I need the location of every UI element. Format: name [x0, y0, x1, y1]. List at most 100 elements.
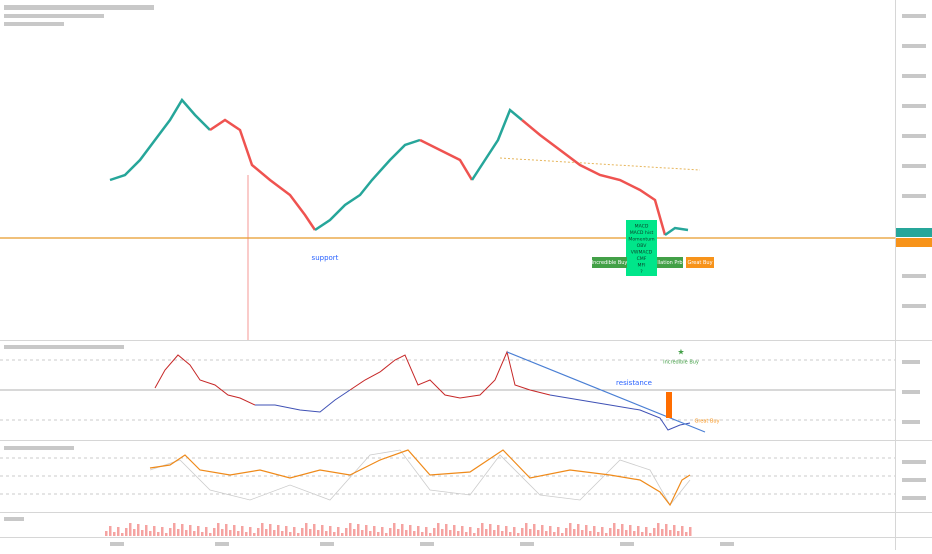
volume-bar: [473, 533, 476, 536]
volume-bar: [533, 524, 536, 536]
volume-bar: [461, 526, 464, 536]
volume-bar: [309, 529, 312, 536]
price-tag: [896, 238, 932, 247]
volume-bar: [557, 527, 560, 536]
volume-bar: [481, 523, 484, 536]
level: [499, 157, 701, 171]
volume-bar: [337, 527, 340, 536]
volume-bar: [353, 529, 356, 536]
volume-bar: [197, 526, 200, 536]
star: ★: [677, 348, 684, 357]
signal-box-line: CMF: [637, 256, 647, 262]
volume-bar: [161, 527, 164, 536]
volume-bar: [421, 532, 424, 536]
volume-bar: [437, 523, 440, 536]
rsi: [149, 449, 691, 507]
volume-bar: [505, 526, 508, 536]
volume-bar: [573, 529, 576, 536]
volume-bar: [385, 533, 388, 536]
oscillator-high: [349, 350, 551, 399]
volume-bar: [525, 523, 528, 536]
volume-bar: [601, 527, 604, 536]
volume-bar: [497, 525, 500, 536]
signal-box: [626, 220, 657, 276]
price-down: [419, 138, 474, 181]
volume-bar: [425, 527, 428, 536]
oscillator-label: Great Buy: [694, 419, 719, 425]
volume-bar: [141, 530, 144, 536]
volume-bar: [381, 527, 384, 536]
volume-bar: [221, 529, 224, 536]
volume-bar: [105, 531, 108, 536]
volume-bar: [629, 525, 632, 536]
volume-bar: [661, 529, 664, 536]
signal-box-line: MACD hist: [630, 230, 654, 236]
volume-bar: [649, 533, 652, 536]
price-up: [314, 138, 421, 232]
volume-bar: [261, 523, 264, 536]
signal-label: Incredible Buy: [592, 260, 628, 266]
volume-bar: [345, 528, 348, 536]
volume-bar: [189, 525, 192, 536]
volume-bar: [405, 530, 408, 536]
volume-bar: [333, 532, 336, 536]
signal-tag: [686, 257, 714, 268]
volume-bar: [429, 533, 432, 536]
volume-bar: [433, 528, 436, 536]
resistance-line: [506, 351, 706, 433]
volume-bar: [317, 530, 320, 536]
volume-bar: [229, 530, 232, 536]
volume-bar: [113, 532, 116, 536]
volume-bar: [449, 530, 452, 536]
volume-bar: [561, 533, 564, 536]
volume-bar: [409, 525, 412, 536]
volume-bar: [581, 530, 584, 536]
volume-bar: [593, 526, 596, 536]
volume-bar: [265, 529, 268, 536]
volume-bar: [465, 532, 468, 536]
volume-bar: [369, 531, 372, 536]
volume-bar: [373, 526, 376, 536]
volume-bar: [569, 523, 572, 536]
volume-bar: [445, 524, 448, 536]
volume-bar: [185, 530, 188, 536]
volume-bar: [305, 523, 308, 536]
volume-bar: [605, 533, 608, 536]
volume-bar: [349, 523, 352, 536]
volume-bar: [237, 531, 240, 536]
price-up: [470, 107, 523, 181]
volume-bar: [325, 531, 328, 536]
volume-bar: [217, 523, 220, 536]
volume-bar: [597, 532, 600, 536]
volume-bar: [249, 527, 252, 536]
volume-bar: [677, 531, 680, 536]
volume-bar: [589, 531, 592, 536]
price-up: [109, 97, 211, 182]
volume-bar: [277, 525, 280, 536]
axis-labels: [110, 14, 926, 546]
volume-bar: [413, 531, 416, 536]
signal-tag: [592, 257, 627, 268]
volume-bar: [657, 523, 660, 536]
volume-bar: [577, 524, 580, 536]
volume-bar: [669, 530, 672, 536]
volume-bar: [181, 524, 184, 536]
oscillator-label: Incredible Buy: [663, 360, 699, 366]
volume-bar: [441, 529, 444, 536]
volume-bar: [301, 528, 304, 536]
volume-bar: [109, 526, 112, 536]
signal-box-line: MFI: [638, 263, 646, 269]
levels: [0, 359, 895, 421]
volume-bar: [517, 533, 520, 536]
rsi-signal: [149, 449, 691, 506]
volume-bar: [477, 528, 480, 536]
volume-bar: [329, 526, 332, 536]
volume-bar: [117, 527, 120, 536]
oscillator-low: [549, 394, 691, 431]
volume-bar: [121, 533, 124, 536]
volume-bar: [297, 533, 300, 536]
volume-bar: [393, 523, 396, 536]
volume-bar: [293, 527, 296, 536]
